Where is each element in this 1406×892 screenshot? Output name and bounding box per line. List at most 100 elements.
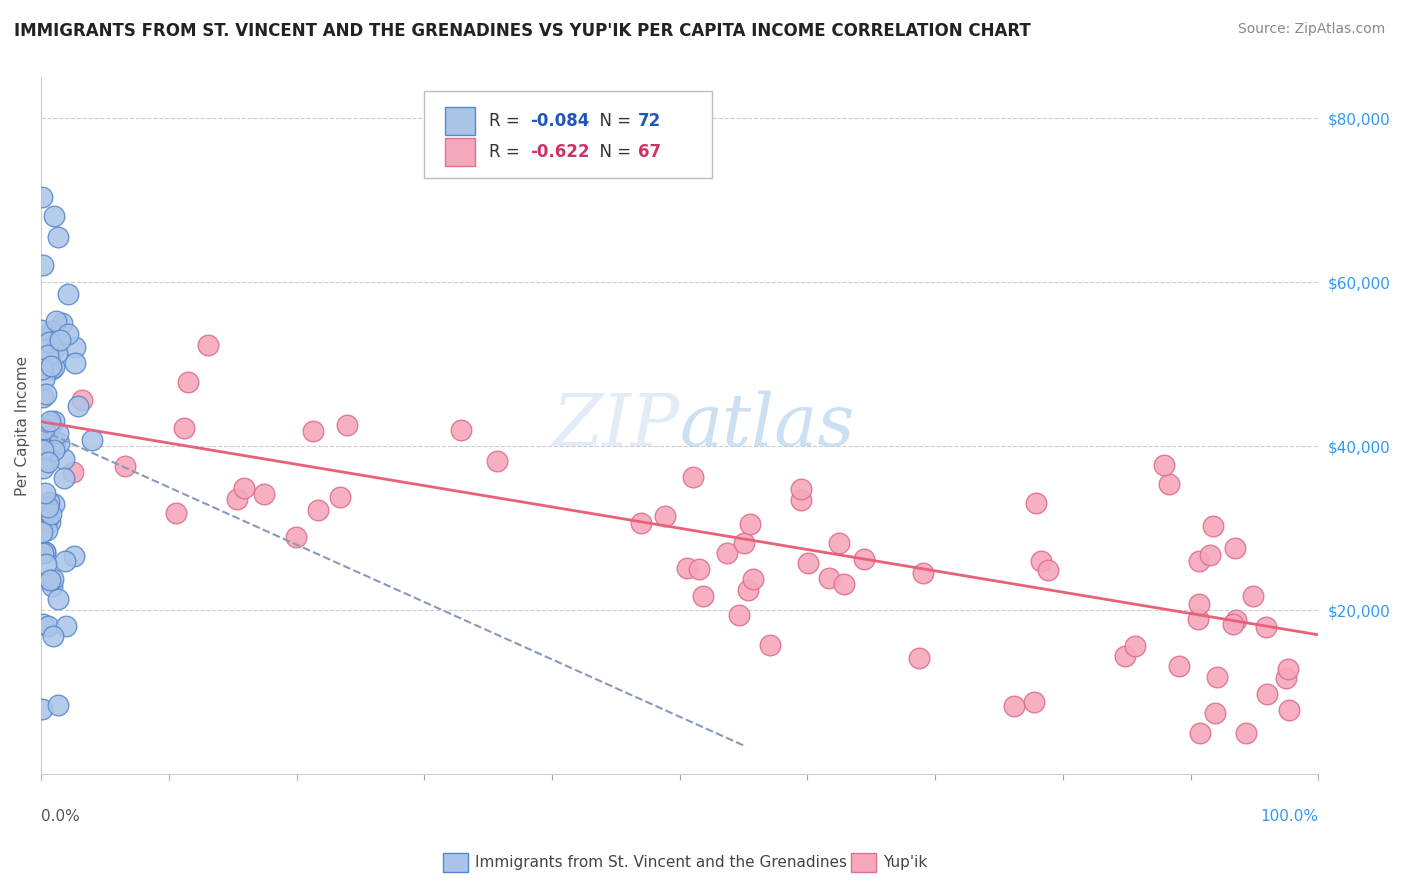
Point [738,516,761,531]
Point [48,436,70,450]
Point [1123,639,1146,653]
Point [44,414,66,428]
Text: Source: ZipAtlas.com: Source: ZipAtlas.com [1237,22,1385,37]
Point [716,546,738,560]
Point [32,390,55,404]
Point [37,500,59,514]
Point [1275,671,1298,685]
Point [41,579,63,593]
Point [284,530,307,544]
Point [37,348,59,362]
Point [31,525,53,540]
Point [790,482,813,496]
Point [55,619,77,633]
Point [34,485,56,500]
Point [42,497,65,511]
Point [832,577,855,591]
Point [51,316,73,330]
Text: IMMIGRANTS FROM ST. VINCENT AND THE GRENADINES VS YUP'IK PER CAPITA INCOME CORRE: IMMIGRANTS FROM ST. VINCENT AND THE GREN… [14,22,1031,40]
FancyBboxPatch shape [444,107,475,136]
Point [37,504,59,518]
Point [253,487,276,501]
Point [1223,541,1246,556]
Point [38,414,60,428]
Point [37,510,59,524]
Point [1222,617,1244,632]
Point [38,352,60,367]
Point [329,491,352,505]
Point [32,461,55,475]
Point [197,338,219,352]
Point [676,561,699,575]
Point [44,360,66,375]
Point [1029,554,1052,568]
Point [1202,519,1225,533]
Y-axis label: Per Capita Income: Per Capita Income [15,356,30,496]
Point [46,698,69,712]
Text: 72: 72 [637,112,661,130]
Point [70,393,93,408]
Point [177,375,200,389]
Point [39,507,62,521]
Point [1114,649,1136,664]
Point [32,443,55,458]
Point [44,210,66,224]
Point [336,417,359,432]
Point [1167,659,1189,673]
Point [165,506,187,520]
Point [46,592,69,607]
Point [32,436,55,450]
Point [38,334,60,349]
Text: -0.084: -0.084 [530,112,589,130]
Point [828,536,851,550]
Point [114,459,136,474]
Point [741,572,763,586]
Point [307,502,329,516]
Text: -0.622: -0.622 [530,143,589,161]
Text: Immigrants from St. Vincent and the Grenadines: Immigrants from St. Vincent and the Gren… [475,855,848,870]
Point [62,465,84,479]
Point [34,545,56,559]
Point [42,628,65,642]
Point [225,491,247,506]
Point [35,523,58,537]
Point [53,554,76,568]
Point [733,536,755,550]
Point [302,425,325,439]
Point [759,638,782,652]
Point [173,421,195,435]
Point [67,399,90,413]
Point [907,651,929,665]
Point [31,362,53,376]
Point [728,607,751,622]
Text: 100.0%: 100.0% [1260,809,1319,824]
Point [42,443,65,458]
Point [38,573,60,587]
Point [485,453,508,467]
Point [46,345,69,359]
Point [30,442,52,456]
Point [1205,670,1227,684]
Point [32,546,55,560]
Point [789,493,811,508]
Point [852,551,875,566]
Point [1243,589,1265,603]
Point [1188,597,1211,611]
Point [53,452,76,467]
Point [450,423,472,437]
Point [233,481,256,495]
Text: N =: N = [589,143,637,161]
Point [37,619,59,633]
FancyBboxPatch shape [444,138,475,166]
Point [45,313,67,327]
Point [630,516,652,531]
Text: R =: R = [489,112,526,130]
Text: 67: 67 [637,143,661,161]
Point [82,434,104,448]
Point [34,514,56,528]
Point [39,417,62,432]
Point [56,326,79,341]
Point [1024,695,1046,709]
Point [1025,496,1047,510]
Point [1188,554,1211,568]
